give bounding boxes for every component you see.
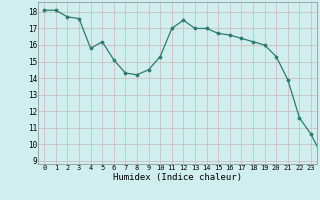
X-axis label: Humidex (Indice chaleur): Humidex (Indice chaleur) xyxy=(113,173,242,182)
